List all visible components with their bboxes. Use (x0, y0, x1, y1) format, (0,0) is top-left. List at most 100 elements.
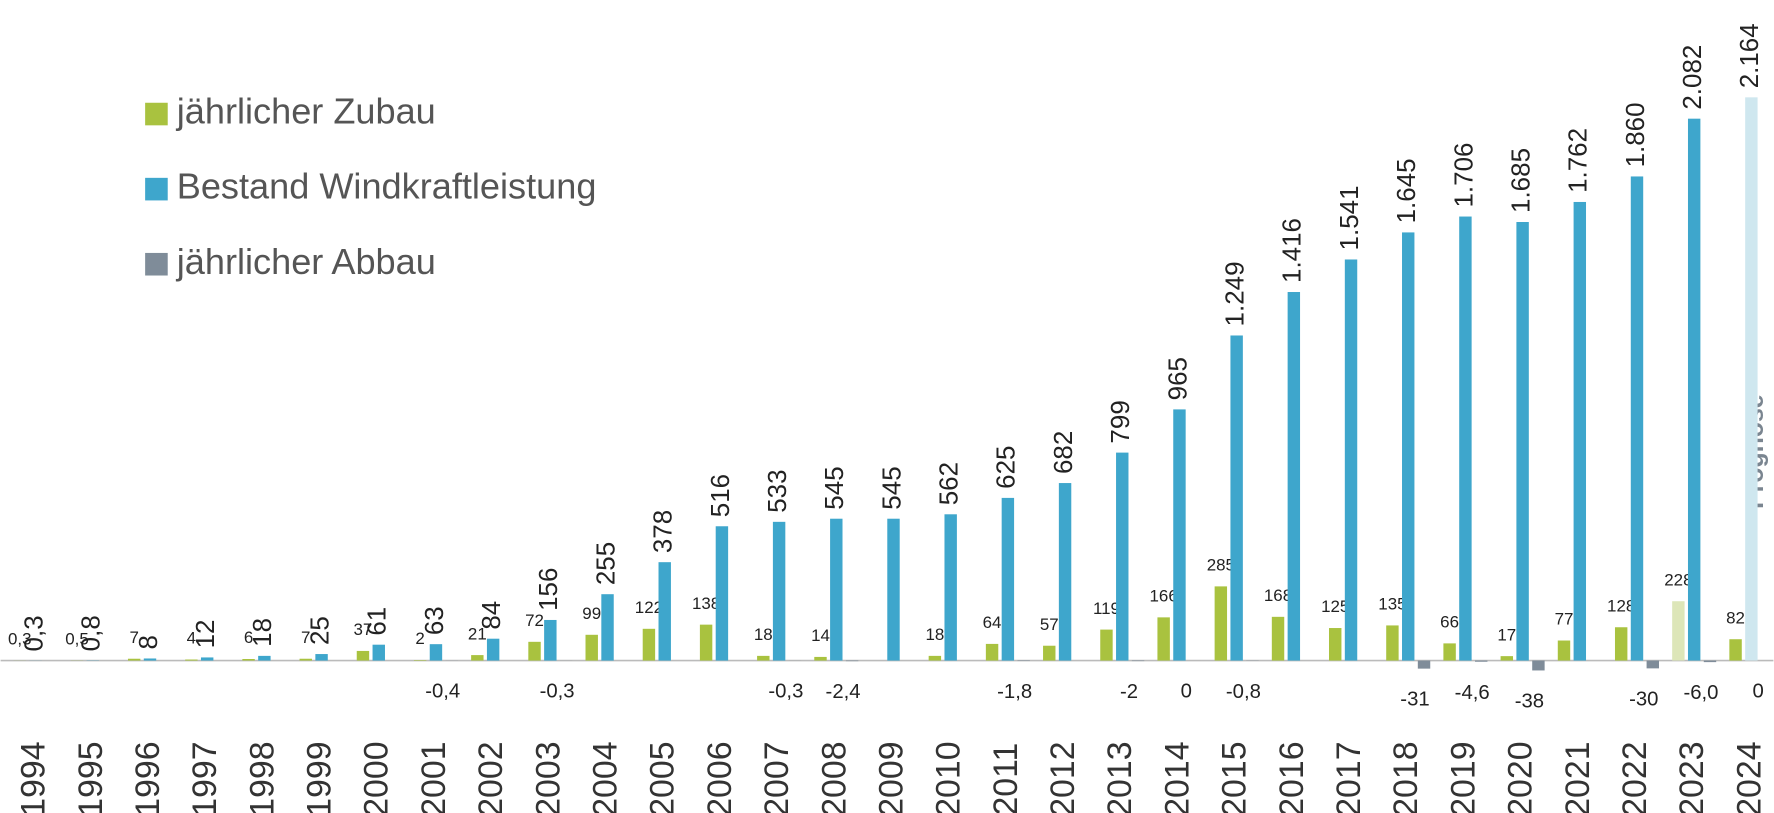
data-label: 285 (1207, 556, 1235, 575)
data-label: 0,3 (8, 630, 32, 649)
bar (1516, 222, 1529, 661)
bar (1402, 232, 1415, 661)
x-tick-label: 2007 (758, 741, 796, 813)
x-tick-label: 2013 (1101, 741, 1139, 813)
bar (1214, 586, 1228, 661)
legend-label: Bestand Windkraftleistung (177, 166, 597, 207)
data-label: 0,3 (18, 615, 48, 651)
bar (1043, 645, 1056, 661)
x-tick-label: 2006 (701, 741, 739, 813)
data-label: 0 (1753, 681, 1764, 703)
data-label: 6 (244, 628, 253, 647)
x-tick-label: 2004 (586, 741, 624, 813)
data-label: 255 (590, 542, 620, 585)
data-label: -4,6 (1455, 682, 1490, 704)
bar (200, 657, 214, 661)
x-tick-label: 2010 (930, 741, 968, 813)
data-label: 66 (1440, 613, 1459, 632)
data-label: 64 (983, 613, 1002, 632)
bar (528, 641, 541, 661)
bar (715, 526, 729, 661)
bar (1459, 216, 1472, 661)
bar (585, 634, 598, 661)
bar (1058, 483, 1072, 661)
data-label: 562 (934, 462, 964, 505)
data-label: 21 (468, 624, 487, 643)
data-label: 682 (1048, 431, 1078, 474)
data-label: 965 (1162, 357, 1192, 400)
x-tick-label: 2003 (529, 741, 567, 813)
bar (1630, 176, 1644, 661)
bar (1271, 616, 1285, 661)
x-tick-label: 1996 (129, 741, 167, 813)
bar (429, 644, 443, 661)
data-label: 18 (925, 625, 944, 644)
data-label: 1.249 (1220, 261, 1250, 326)
bar (1443, 643, 1456, 661)
bar (242, 659, 255, 661)
bar (658, 562, 671, 661)
bar (1329, 628, 1342, 661)
x-tick-label: 1995 (72, 741, 110, 813)
data-label: 17 (1497, 625, 1516, 644)
data-label: 0,8 (76, 615, 106, 651)
data-label: 2.082 (1677, 45, 1707, 110)
bar (1287, 292, 1301, 661)
x-tick-label: 2017 (1330, 741, 1368, 813)
bar (486, 638, 500, 661)
data-label: 166 (1150, 587, 1178, 606)
data-label: 82 (1726, 608, 1745, 627)
data-label: 8 (133, 635, 163, 649)
bar (601, 594, 614, 661)
data-label: 1.762 (1563, 128, 1593, 193)
legend-swatch (145, 177, 168, 201)
data-label: 77 (1555, 610, 1574, 629)
bar (1386, 625, 1399, 661)
x-tick-label: 2022 (1616, 741, 1654, 813)
data-label: 533 (762, 469, 792, 512)
data-label: 72 (525, 611, 544, 630)
bar (642, 628, 656, 661)
x-tick-label: 1999 (301, 741, 339, 813)
bar (315, 654, 328, 661)
data-label: 14 (811, 626, 830, 645)
legend-label: jährlicher Abbau (176, 241, 436, 282)
x-tick-label: 2011 (987, 743, 1025, 813)
x-tick-label: 2021 (1559, 741, 1597, 813)
data-label: 0 (1181, 681, 1192, 703)
data-label: 138 (692, 594, 720, 613)
data-label: 625 (991, 446, 1021, 489)
x-tick-label: 2016 (1273, 741, 1311, 813)
data-label: 84 (476, 601, 506, 630)
bar (127, 658, 141, 661)
x-tick-label: 1998 (243, 741, 281, 813)
data-label: 228 (1664, 570, 1692, 589)
data-label: 4 (187, 629, 196, 648)
bar (1131, 660, 1145, 662)
data-label: 378 (648, 510, 678, 553)
bar (1475, 660, 1488, 662)
data-label: 516 (705, 474, 735, 517)
x-tick-label: 2018 (1387, 741, 1425, 813)
bar (299, 658, 312, 661)
data-label: 119 (1093, 599, 1120, 618)
bar (699, 624, 713, 661)
data-label: -31 (1400, 689, 1429, 711)
data-label: 18 (247, 618, 277, 647)
data-label: 18 (754, 625, 773, 644)
bar (830, 518, 843, 661)
data-label: 7 (301, 628, 310, 647)
legend-swatch (145, 252, 168, 276)
bar (1614, 627, 1628, 661)
bar (544, 619, 557, 661)
x-tick-label: 2020 (1502, 741, 1540, 813)
x-tick-label: 2014 (1158, 741, 1196, 813)
data-label: 1.416 (1277, 218, 1307, 283)
bar (1001, 497, 1015, 661)
data-label: 135 (1378, 595, 1406, 614)
data-label: 61 (362, 607, 392, 636)
bar (1157, 617, 1170, 661)
data-label: -2 (1120, 681, 1138, 703)
bar (1532, 660, 1545, 671)
bar (1344, 259, 1358, 661)
